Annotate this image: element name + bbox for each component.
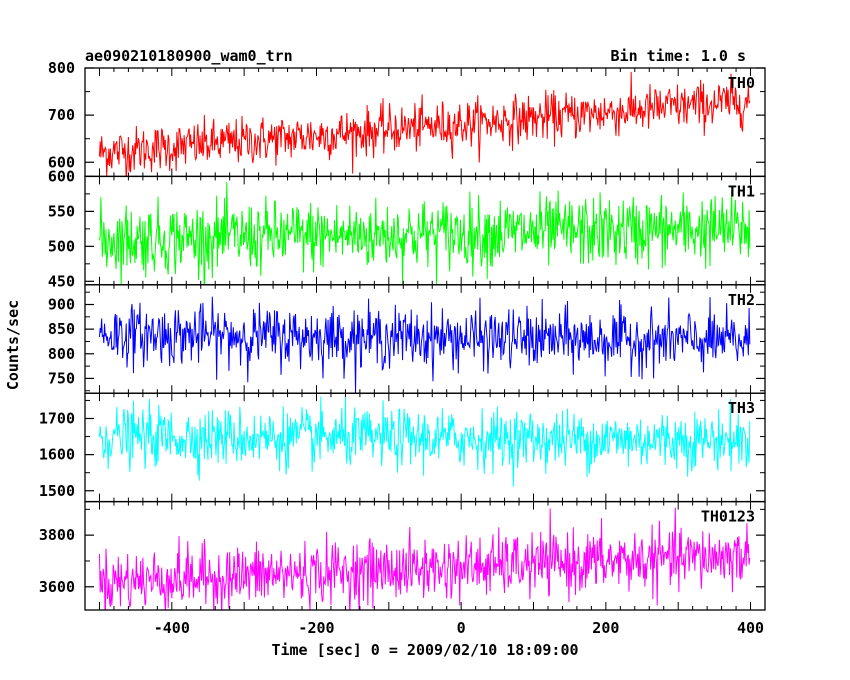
series-line-th1 bbox=[98, 182, 751, 285]
y-tick-label: 3600 bbox=[39, 578, 75, 596]
panel-label: TH3 bbox=[728, 399, 755, 417]
series-line-th3 bbox=[98, 396, 751, 487]
y-tick-label: 750 bbox=[48, 369, 75, 387]
panel-label: TH2 bbox=[728, 291, 755, 309]
panel-th0123: 3600 3800 TH0123 bbox=[39, 500, 766, 611]
x-axis: -400 -200 0 200 400 bbox=[154, 619, 764, 637]
panel-th1: 450 500 550 600 TH1 bbox=[48, 167, 766, 290]
y-tick-label: 600 bbox=[48, 153, 75, 171]
x-tick-label: -400 bbox=[154, 619, 190, 637]
y-tick-label: 1500 bbox=[39, 482, 75, 500]
y-tick-label: 600 bbox=[48, 167, 75, 185]
y-tick-label: 1600 bbox=[39, 446, 75, 464]
y-tick-label: 800 bbox=[48, 59, 75, 77]
y-tick-label: 700 bbox=[48, 106, 75, 124]
x-tick-label: 200 bbox=[592, 619, 619, 637]
y-tick-label: 550 bbox=[48, 202, 75, 220]
series-line-th0 bbox=[98, 71, 751, 177]
panel-th0: 600 700 800 TH0 bbox=[48, 59, 766, 178]
x-axis-label: Time [sec] 0 = 2009/02/10 18:09:00 bbox=[271, 641, 578, 659]
y-tick-label: 1700 bbox=[39, 409, 75, 427]
x-tick-label: 400 bbox=[737, 619, 764, 637]
y-tick-label: 500 bbox=[48, 237, 75, 255]
y-tick-label: 900 bbox=[48, 296, 75, 314]
panel-frame bbox=[84, 392, 766, 503]
panel-frame bbox=[84, 500, 766, 611]
panel-th2: 750 800 850 900 TH2 bbox=[48, 284, 766, 394]
panel-th3: 1500 1600 1700 TH3 bbox=[39, 392, 766, 503]
x-tick-label: -200 bbox=[298, 619, 334, 637]
panel-label: TH0 bbox=[728, 74, 755, 92]
panels-group: 600 700 800 TH0 450 500 550 600 TH1 750 800 850 900 T… bbox=[39, 59, 766, 611]
plot-title-left: ae090210180900_wam0_trn bbox=[85, 47, 293, 65]
series-line-th2 bbox=[98, 296, 751, 393]
plot-title-right: Bin time: 1.0 s bbox=[611, 47, 746, 65]
x-tick-label: 0 bbox=[457, 619, 466, 637]
y-tick-label: 850 bbox=[48, 320, 75, 338]
y-tick-label: 800 bbox=[48, 345, 75, 363]
panel-label: TH0123 bbox=[701, 508, 755, 526]
panel-label: TH1 bbox=[728, 182, 755, 200]
y-axis-label: Counts/sec bbox=[4, 300, 22, 390]
y-tick-label: 450 bbox=[48, 272, 75, 290]
series-line-th0123 bbox=[98, 507, 751, 611]
y-tick-label: 3800 bbox=[39, 526, 75, 544]
